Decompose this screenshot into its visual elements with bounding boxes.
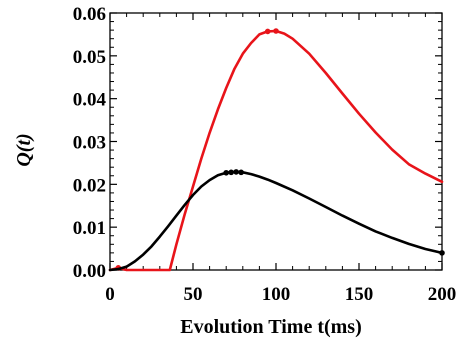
x-tick-label: 100	[262, 284, 291, 305]
series-2-point	[228, 169, 234, 176]
y-tick-label: 0.04	[73, 90, 107, 111]
y-tick-label: 0.02	[73, 175, 106, 196]
y-axis-title: Q(t)	[13, 133, 35, 166]
x-axis-title: Evolution Time t(ms)	[180, 316, 362, 338]
y-tick-label: 0.00	[73, 261, 106, 282]
series-1-point	[264, 28, 271, 35]
plot-frame	[109, 12, 443, 271]
series-2	[108, 169, 445, 272]
series-2-line	[108, 170, 444, 272]
series-2-point	[439, 250, 445, 256]
series-2-point	[238, 169, 244, 176]
series-1	[108, 28, 444, 272]
series-1-point	[273, 28, 279, 34]
y-tick-label: 0.06	[73, 4, 106, 25]
y-axis-ticks: 0.00 0.01 0.02 0.03 0.04 0.05 0.06	[73, 4, 442, 282]
series-layer	[108, 28, 445, 272]
series-2-point	[223, 169, 229, 176]
x-axis-ticks: 0 50 100 150 200	[105, 13, 456, 305]
plot-border	[109, 12, 443, 271]
x-tick-label: 200	[428, 284, 457, 305]
y-tick-label: 0.03	[73, 133, 106, 154]
y-tick-label: 0.01	[73, 218, 106, 239]
series-1-line	[108, 29, 444, 272]
series-2-point	[233, 169, 239, 175]
y-tick-label: 0.05	[73, 47, 106, 68]
x-tick-label: 150	[345, 284, 374, 305]
x-tick-label: 0	[105, 284, 115, 305]
x-tick-label: 50	[184, 284, 203, 305]
